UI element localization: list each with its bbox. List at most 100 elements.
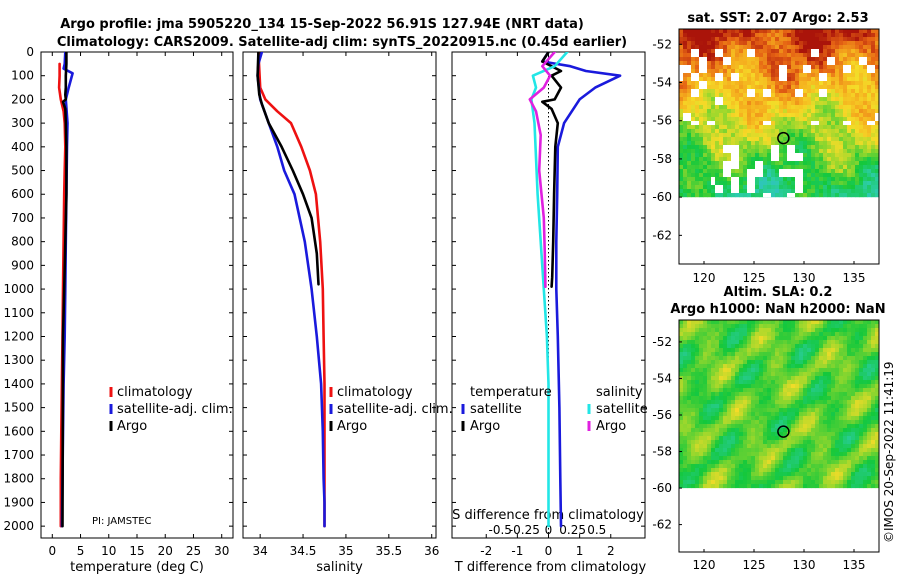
map-cell: [851, 49, 855, 53]
map-cell: [851, 352, 855, 356]
map-cell: [743, 105, 747, 109]
map-cell: [795, 396, 799, 400]
map-cell: [863, 464, 867, 468]
map-cell: [859, 49, 863, 53]
map-cell: [847, 137, 851, 141]
map-cell: [815, 153, 819, 157]
map-cell: [747, 97, 751, 101]
map-cell: [859, 185, 863, 189]
map-cell: [819, 37, 823, 41]
map-cell: [867, 109, 871, 113]
map-cell: [759, 137, 763, 141]
map-cell: [795, 133, 799, 137]
map-cell: [731, 328, 735, 332]
map-cell: [695, 432, 699, 436]
map-cell: [811, 73, 815, 77]
map-cell: [799, 472, 803, 476]
map-cell: [795, 181, 799, 185]
map-cell: [699, 125, 703, 129]
map-cell: [811, 344, 815, 348]
map-cell: [803, 464, 807, 468]
map-cell: [799, 352, 803, 356]
map-cell: [871, 145, 875, 149]
map-cell: [791, 49, 795, 53]
map-cell: [731, 161, 735, 165]
map-cell: [719, 416, 723, 420]
map-cell: [727, 93, 731, 97]
map-cell: [811, 169, 815, 173]
map-cell: [703, 428, 707, 432]
map-cell: [855, 173, 859, 177]
map-cell: [807, 61, 811, 65]
map-cell: [811, 161, 815, 165]
map-cell: [775, 57, 779, 61]
map-cell: [871, 61, 875, 65]
map-cell: [811, 436, 815, 440]
map-cell: [807, 484, 811, 488]
map-cell: [735, 189, 739, 193]
map-cell: [775, 169, 779, 173]
map-cell: [683, 464, 687, 468]
map-cell: [843, 432, 847, 436]
map-cell: [795, 408, 799, 412]
map-cell: [799, 476, 803, 480]
map-cell: [827, 173, 831, 177]
map-cell: [859, 436, 863, 440]
map-cell: [839, 456, 843, 460]
map-cell: [799, 57, 803, 61]
map-cell: [739, 133, 743, 137]
map-cell: [835, 332, 839, 336]
map-cell: [755, 480, 759, 484]
map-cell: [843, 468, 847, 472]
map-cell: [711, 37, 715, 41]
map-cell: [855, 372, 859, 376]
map-cell: [815, 169, 819, 173]
map-cell: [711, 336, 715, 340]
map-cell: [707, 484, 711, 488]
map-cell: [707, 121, 711, 125]
map-cell: [867, 432, 871, 436]
map-cell: [835, 440, 839, 444]
map-cell: [807, 69, 811, 73]
map-cell: [739, 37, 743, 41]
map-cell: [775, 436, 779, 440]
map-cell: [855, 336, 859, 340]
map-cell: [691, 101, 695, 105]
map-cell: [695, 73, 699, 77]
map-cell: [819, 173, 823, 177]
map-cell: [707, 37, 711, 41]
map-cell: [771, 101, 775, 105]
map-cell: [815, 101, 819, 105]
map-cell: [703, 69, 707, 73]
map-cell: [739, 328, 743, 332]
map-cell: [787, 153, 791, 157]
map-cell: [763, 89, 767, 93]
map-cell: [827, 157, 831, 161]
map-cell: [819, 344, 823, 348]
map-cell: [867, 424, 871, 428]
map-cell: [799, 320, 803, 324]
map-cell: [787, 169, 791, 173]
map-cell: [707, 348, 711, 352]
map-cell: [795, 324, 799, 328]
map-cell: [787, 408, 791, 412]
map-cell: [727, 380, 731, 384]
map-cell: [867, 428, 871, 432]
map-cell: [707, 161, 711, 165]
map-cell: [691, 320, 695, 324]
map-cell: [735, 101, 739, 105]
map-cell: [827, 133, 831, 137]
map-cell: [791, 69, 795, 73]
map-cell: [743, 484, 747, 488]
map-cell: [847, 157, 851, 161]
map-cell: [779, 368, 783, 372]
map-cell: [867, 444, 871, 448]
map-cell: [831, 364, 835, 368]
map-cell: [759, 73, 763, 77]
map-cell: [731, 408, 735, 412]
map-cell: [863, 368, 867, 372]
map-cell: [687, 416, 691, 420]
map-cell: [787, 113, 791, 117]
map-cell: [799, 404, 803, 408]
map-cell: [839, 97, 843, 101]
